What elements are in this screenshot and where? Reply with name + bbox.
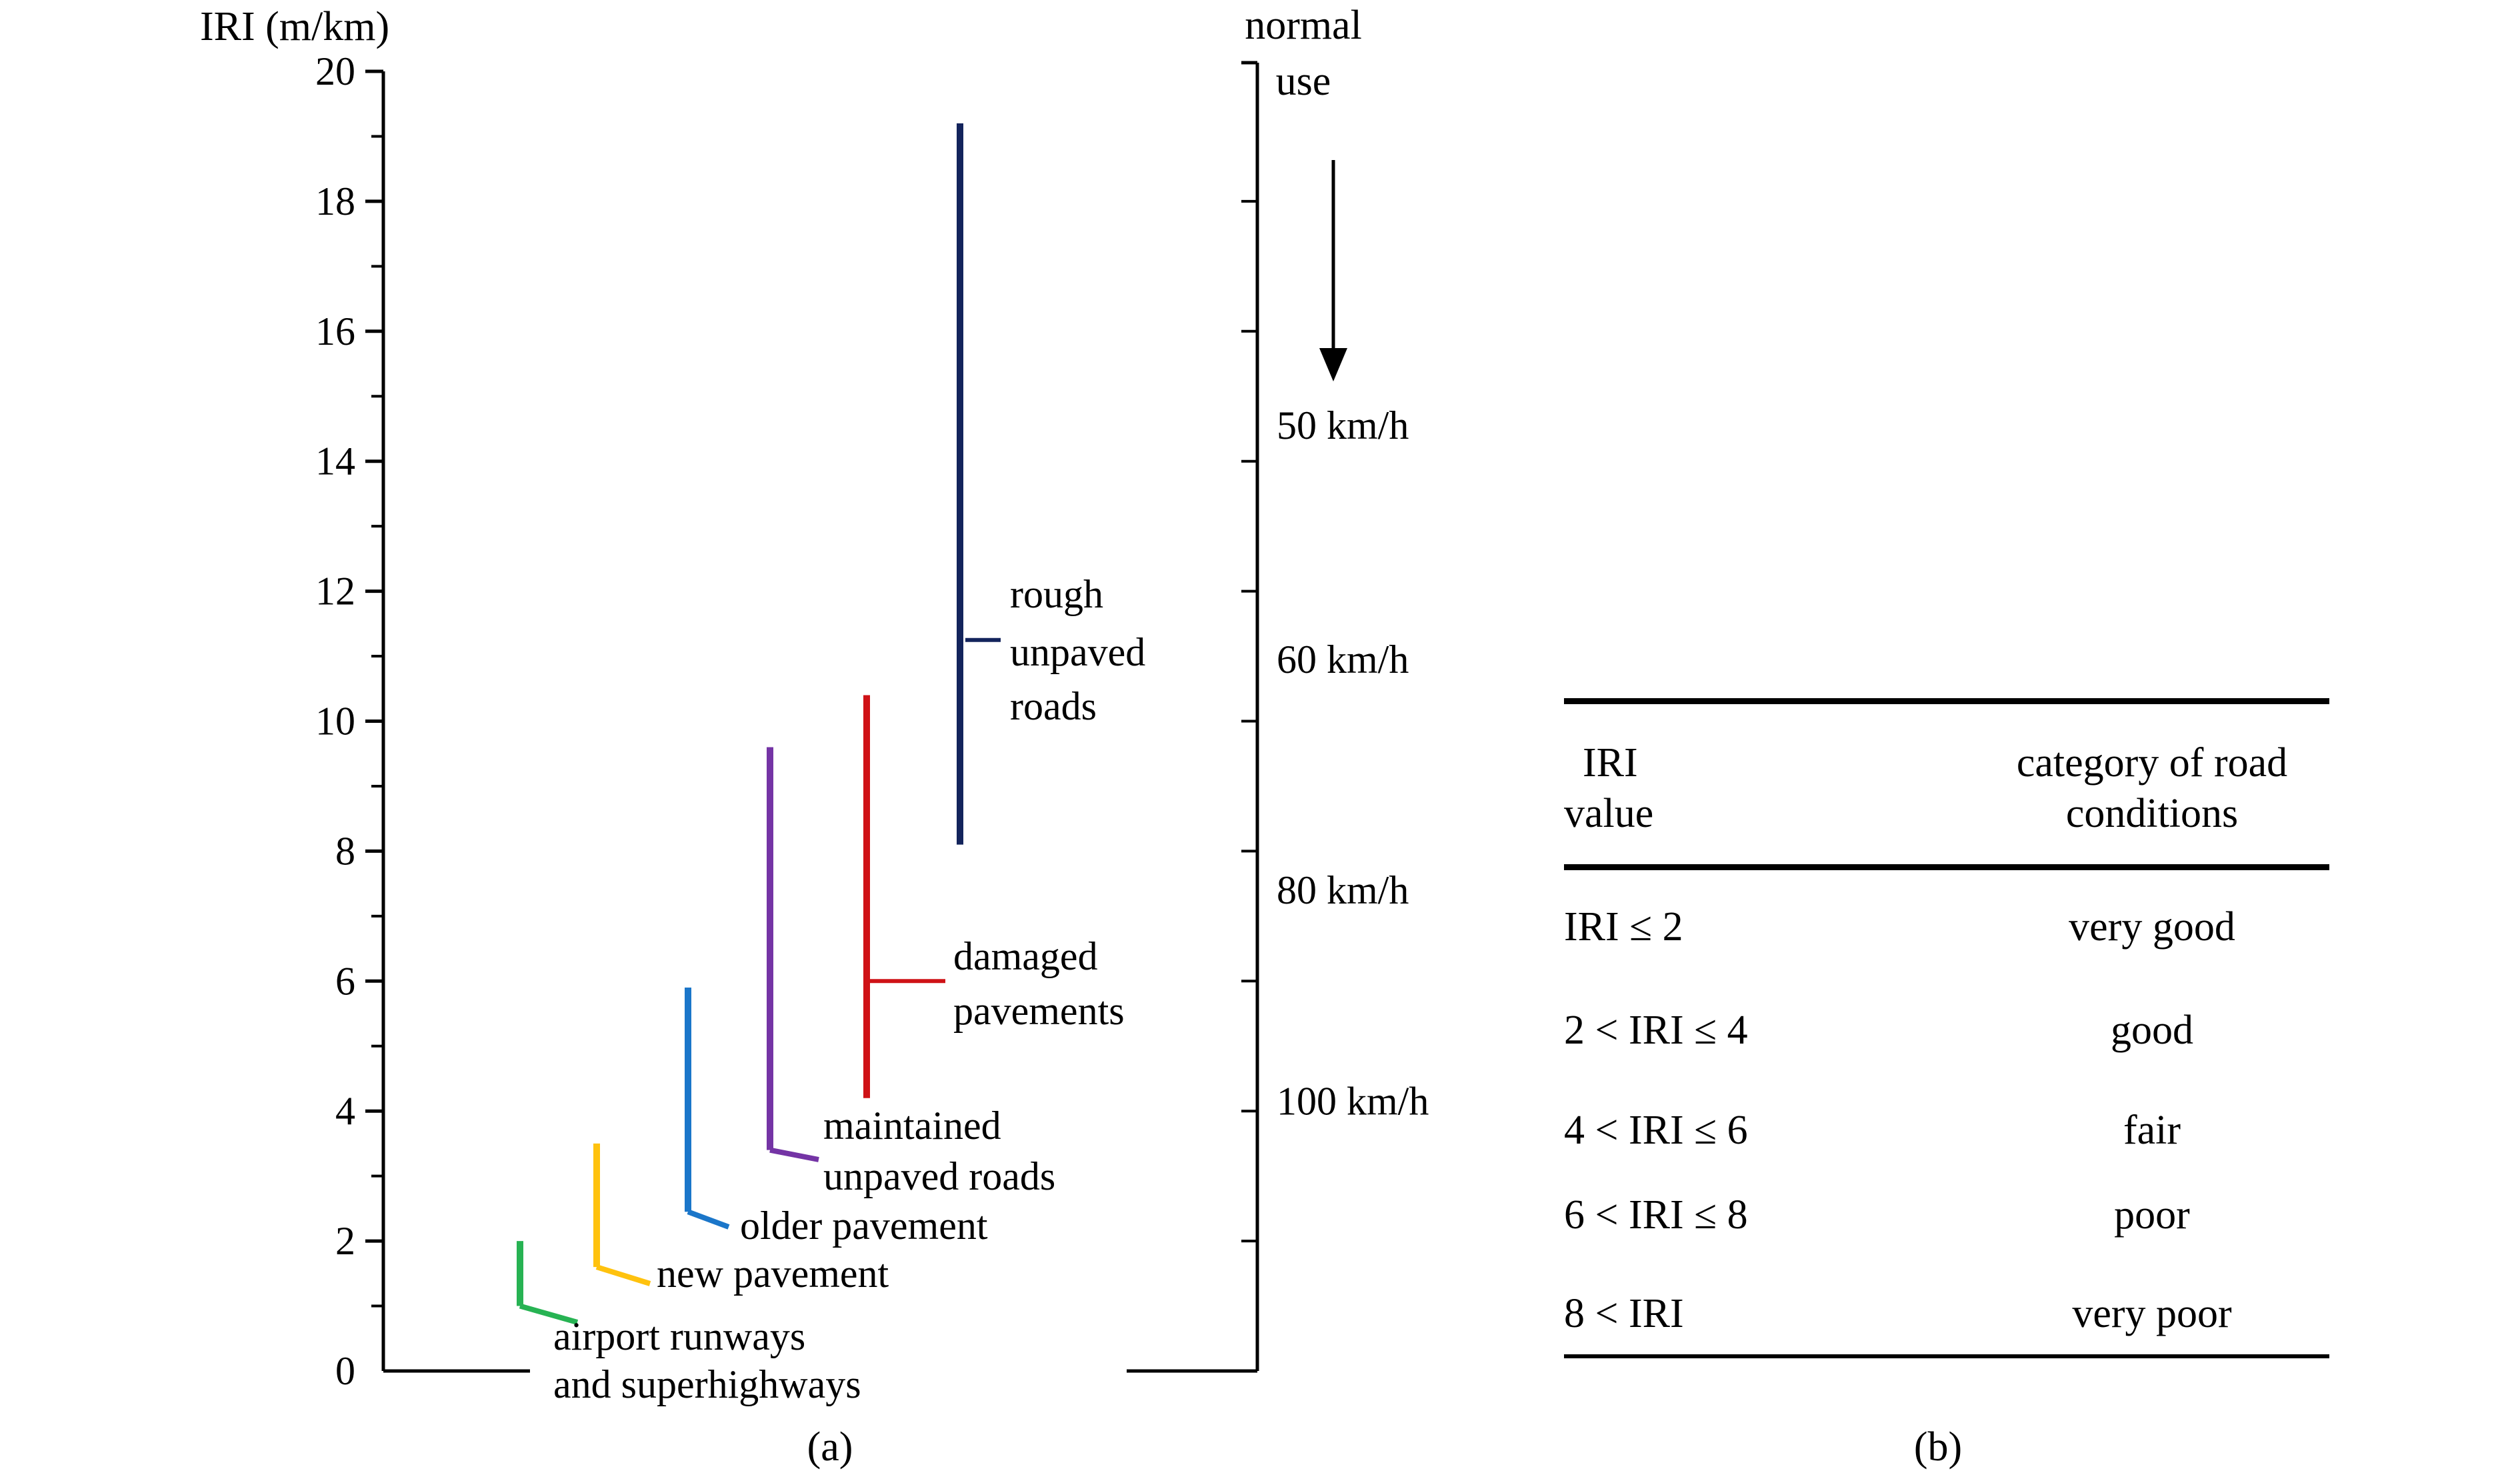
table-rule-header bbox=[1564, 864, 2329, 870]
series-damaged-pavements: damaged pavements bbox=[863, 695, 1125, 1098]
left-axis-tick-label: 14 bbox=[315, 439, 355, 483]
iri-range-cell: IRI ≤ 2 bbox=[1564, 904, 1683, 950]
series-label-damaged-pavements: damaged bbox=[953, 934, 1098, 978]
table-rule-bottom bbox=[1564, 1354, 2329, 1358]
normal-use-label: normal bbox=[1245, 3, 1362, 48]
series-label-new-pavement: new pavement bbox=[657, 1252, 889, 1296]
table-header-iri-value: IRI value bbox=[1564, 738, 1977, 839]
speed-label: 50 km/h bbox=[1277, 403, 1409, 447]
category-cell: very good bbox=[2069, 904, 2235, 950]
left-axis-tick-label: 12 bbox=[315, 569, 355, 613]
leader-line bbox=[595, 1264, 651, 1286]
series-label-airport-runways-and-superhighways: and superhighways bbox=[553, 1362, 861, 1406]
left-axis-tick-label: 6 bbox=[335, 959, 355, 1003]
table-header-line: conditions bbox=[2065, 791, 2239, 836]
series-label-airport-runways-and-superhighways: airport runways bbox=[553, 1314, 805, 1358]
left-axis-tick-label: 20 bbox=[315, 49, 355, 93]
speed-label: 100 km/h bbox=[1277, 1080, 1429, 1124]
series-label-rough-unpaved-roads: rough bbox=[1010, 572, 1103, 616]
speed-label: 60 km/h bbox=[1277, 637, 1409, 681]
series-label-rough-unpaved-roads: roads bbox=[1010, 684, 1097, 728]
iri-range-cell: 4 < IRI ≤ 6 bbox=[1564, 1108, 1748, 1153]
table-row: 4 < IRI ≤ 6 fair bbox=[1564, 1105, 2329, 1156]
table-row: 8 < IRI very poor bbox=[1564, 1288, 2329, 1339]
decreasing-speed-arrow bbox=[1319, 160, 1347, 381]
left-axis-tick-label: 0 bbox=[335, 1349, 355, 1393]
category-cell: good bbox=[2111, 1008, 2193, 1053]
leader-line bbox=[519, 1303, 579, 1325]
left-axis: 0 2 4 6 8 10 12 14 16 18 20 bbox=[315, 49, 1257, 1393]
table-header-line: value bbox=[1564, 791, 1654, 836]
table-header-category: category of road conditions bbox=[1977, 738, 2327, 839]
panel-b-caption: (b) bbox=[1913, 1424, 1963, 1470]
table-header-line: IRI bbox=[1583, 740, 1638, 786]
left-axis-tick-label: 2 bbox=[335, 1219, 355, 1263]
iri-range-cell: 2 < IRI ≤ 4 bbox=[1564, 1008, 1748, 1053]
table-row: 2 < IRI ≤ 4 good bbox=[1564, 1005, 2329, 1056]
series-label-older-pavement: older pavement bbox=[740, 1204, 988, 1248]
normal-use-label: use bbox=[1276, 59, 1331, 104]
iri-range-cell: 8 < IRI bbox=[1564, 1291, 1684, 1336]
series-older-pavement: older pavement bbox=[685, 988, 988, 1248]
series-maintained-unpaved-roads: maintained unpaved roads bbox=[767, 747, 1055, 1198]
iri-range-cell: 6 < IRI ≤ 8 bbox=[1564, 1192, 1748, 1238]
table-row: IRI ≤ 2 very good bbox=[1564, 902, 2329, 952]
left-axis-tick-label: 18 bbox=[315, 179, 355, 223]
series-new-pavement: new pavement bbox=[593, 1143, 889, 1296]
category-cell: poor bbox=[2114, 1192, 2190, 1238]
series-label-maintained-unpaved-roads: unpaved roads bbox=[823, 1154, 1055, 1198]
right-axis: normal use 50 km/h 60 km/h 80 km/h 100 km/h bbox=[1241, 3, 1429, 1371]
panel-a-caption: (a) bbox=[807, 1424, 853, 1470]
table-row: 6 < IRI ≤ 8 poor bbox=[1564, 1190, 2329, 1240]
arrowhead-icon bbox=[1319, 348, 1347, 381]
category-cell: very poor bbox=[2072, 1291, 2232, 1336]
table-header-line: category of road bbox=[2016, 740, 2288, 786]
series-rough-unpaved-roads: rough unpaved roads bbox=[957, 123, 1145, 845]
leader-line bbox=[687, 1209, 730, 1230]
category-cell: fair bbox=[2123, 1108, 2181, 1153]
left-axis-tick-label: 16 bbox=[315, 309, 355, 353]
series-label-maintained-unpaved-roads: maintained bbox=[823, 1104, 1001, 1148]
left-axis-tick-label: 10 bbox=[315, 699, 355, 744]
road-condition-table: IRI value category of road conditions IR… bbox=[1564, 693, 2329, 1360]
table-rule-top bbox=[1564, 698, 2329, 704]
series-label-rough-unpaved-roads: unpaved bbox=[1010, 630, 1145, 674]
y-axis-label: IRI (m/km) bbox=[200, 4, 390, 49]
speed-label: 80 km/h bbox=[1277, 868, 1409, 912]
left-axis-tick-label: 4 bbox=[335, 1089, 355, 1133]
series-label-damaged-pavements: pavements bbox=[953, 989, 1125, 1033]
leader-line bbox=[769, 1147, 819, 1162]
left-axis-tick-label: 8 bbox=[335, 829, 355, 873]
